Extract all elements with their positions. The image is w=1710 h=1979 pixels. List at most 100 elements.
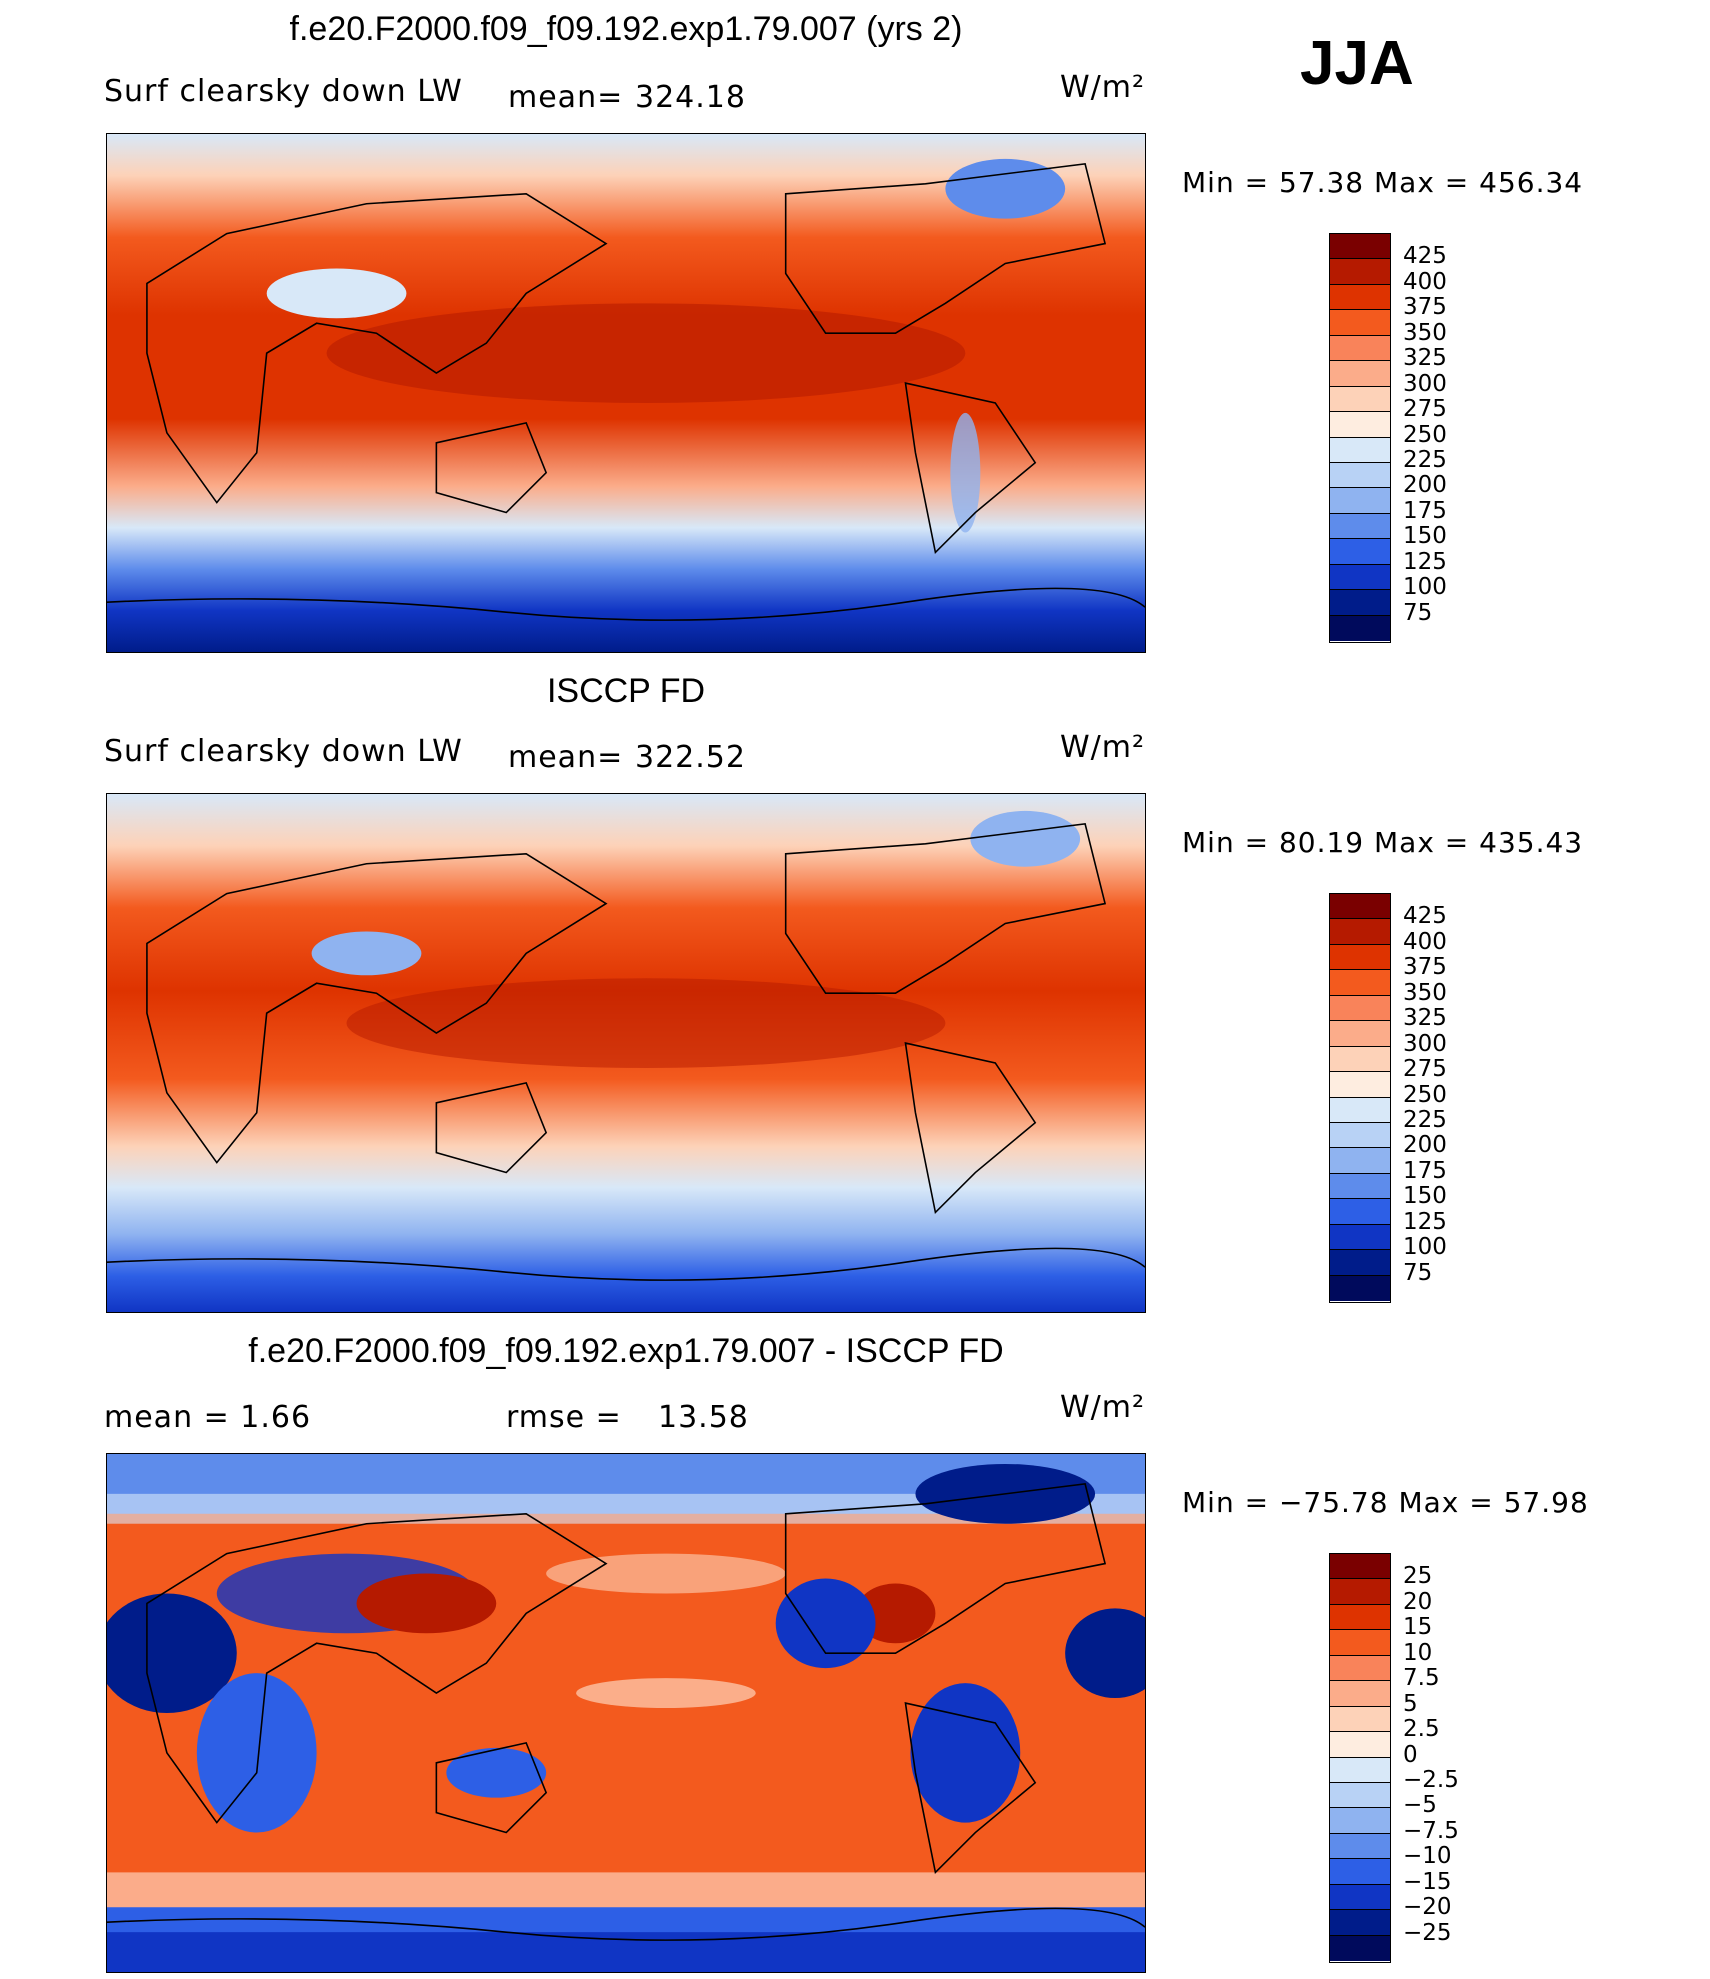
colorbar-level-label: 300 [1403, 370, 1447, 397]
colorbar-swatch [1330, 590, 1390, 616]
colorbar-swatch [1330, 386, 1390, 413]
colorbar-swatch [1330, 1706, 1390, 1733]
colorbar-level-label: 150 [1403, 1183, 1447, 1210]
colorbar-swatch [1330, 1910, 1390, 1936]
season-label: JJA [1300, 29, 1414, 98]
panel2-colorbar [1329, 893, 1391, 1303]
colorbar-level-label: −20 [1403, 1894, 1452, 1921]
colorbar-level-label: 200 [1403, 1132, 1447, 1159]
panel2-mean-value: 322.52 [635, 740, 746, 775]
colorbar-level-label: 150 [1403, 523, 1447, 550]
colorbar-swatch [1330, 1021, 1390, 1047]
colorbar-swatch [1330, 488, 1390, 514]
colorbar-level-label: 200 [1403, 472, 1447, 499]
colorbar-level-label: 375 [1403, 954, 1447, 981]
colorbar-level-label: 225 [1403, 1106, 1447, 1133]
colorbar-swatch [1330, 1250, 1390, 1276]
colorbar-level-label: 425 [1403, 903, 1447, 930]
panel2-min-max: Min = 80.19 Max = 435.43 [1182, 826, 1584, 859]
colorbar-level-label: −7.5 [1403, 1817, 1459, 1844]
panel3-min-max: Min = −75.78 Max = 57.98 [1182, 1486, 1589, 1519]
colorbar-swatch [1330, 1046, 1390, 1073]
colorbar-swatch [1330, 259, 1390, 285]
colorbar-level-label: 15 [1403, 1614, 1433, 1641]
colorbar-swatch [1330, 1173, 1390, 1200]
colorbar-level-label: 325 [1403, 345, 1447, 372]
colorbar-level-label: 275 [1403, 396, 1447, 423]
colorbar-level-label: 350 [1403, 319, 1447, 346]
colorbar-swatch [1330, 1199, 1390, 1225]
colorbar-swatch [1330, 894, 1390, 920]
panel3-colorbar [1329, 1553, 1391, 1963]
panel1-colorbar [1329, 233, 1391, 643]
colorbar-swatch [1330, 615, 1390, 641]
colorbar-level-label: 275 [1403, 1056, 1447, 1083]
colorbar-swatch [1330, 1935, 1390, 1961]
colorbar-level-label: 400 [1403, 928, 1447, 955]
colorbar-level-label: −15 [1403, 1868, 1452, 1895]
panel2-variable-label: Surf clearsky down LW [104, 734, 463, 769]
panel1-min-max: Min = 57.38 Max = 456.34 [1182, 166, 1584, 199]
colorbar-swatch [1330, 1275, 1390, 1301]
colorbar-swatch [1330, 1681, 1390, 1707]
colorbar-swatch [1330, 1655, 1390, 1682]
colorbar-swatch [1330, 361, 1390, 387]
colorbar-swatch [1330, 513, 1390, 540]
colorbar-swatch [1330, 1122, 1390, 1149]
colorbar-level-label: 5 [1403, 1690, 1418, 1717]
colorbar-level-label: 25 [1403, 1563, 1433, 1590]
panel1-variable-label: Surf clearsky down LW [104, 74, 463, 109]
panel2-mean-label: mean= [508, 740, 624, 775]
colorbar-swatch [1330, 1859, 1390, 1885]
panel1-units: W/m² [1060, 70, 1146, 105]
colorbar-level-label: 7.5 [1403, 1665, 1440, 1692]
colorbar-swatch [1330, 1072, 1390, 1098]
panel1-title: f.e20.F2000.f09_f09.192.exp1.79.007 (yrs… [289, 10, 963, 48]
colorbar-swatch [1330, 1224, 1390, 1251]
panel1-map [106, 133, 1146, 653]
panel3-map [106, 1453, 1146, 1973]
colorbar-level-label: 175 [1403, 497, 1447, 524]
colorbar-swatch [1330, 995, 1390, 1022]
colorbar-swatch [1330, 234, 1390, 260]
colorbar-level-label: 250 [1403, 1081, 1447, 1108]
panel3-rmse-value: 13.58 [658, 1400, 749, 1435]
colorbar-swatch [1330, 1097, 1390, 1123]
colorbar-swatch [1330, 1630, 1390, 1656]
colorbar-swatch [1330, 437, 1390, 463]
colorbar-swatch [1330, 1833, 1390, 1860]
colorbar-level-label: 100 [1403, 574, 1447, 601]
panel2-map [106, 793, 1146, 1313]
colorbar-level-label: −2.5 [1403, 1766, 1459, 1793]
colorbar-swatch [1330, 564, 1390, 591]
colorbar-level-label: 225 [1403, 446, 1447, 473]
colorbar-level-label: 325 [1403, 1005, 1447, 1032]
colorbar-swatch [1330, 539, 1390, 565]
colorbar-level-label: −10 [1403, 1843, 1452, 1870]
colorbar-swatch [1330, 1579, 1390, 1605]
colorbar-swatch [1330, 1757, 1390, 1783]
colorbar-level-label: 375 [1403, 294, 1447, 321]
colorbar-level-label: 10 [1403, 1639, 1433, 1666]
colorbar-swatch [1330, 335, 1390, 362]
colorbar-level-label: 300 [1403, 1030, 1447, 1057]
panel1-mean-label: mean= [508, 80, 624, 115]
world-map-icon-1 [107, 134, 1145, 652]
colorbar-swatch [1330, 462, 1390, 489]
colorbar-level-label: 250 [1403, 421, 1447, 448]
colorbar-level-label: −5 [1403, 1792, 1437, 1819]
colorbar-swatch [1330, 284, 1390, 311]
colorbar-swatch [1330, 1808, 1390, 1834]
colorbar-swatch [1330, 1884, 1390, 1911]
colorbar-swatch [1330, 1782, 1390, 1809]
colorbar-level-label: 425 [1403, 243, 1447, 270]
colorbar-level-label: 0 [1403, 1741, 1418, 1768]
panel3-rmse-label: rmse = [506, 1400, 622, 1435]
colorbar-swatch [1330, 1148, 1390, 1174]
colorbar-level-label: 400 [1403, 268, 1447, 295]
colorbar-swatch [1330, 970, 1390, 996]
world-map-icon-3 [107, 1454, 1145, 1972]
colorbar-swatch [1330, 310, 1390, 336]
colorbar-level-label: 2.5 [1403, 1716, 1440, 1743]
panel3-title: f.e20.F2000.f09_f09.192.exp1.79.007 - IS… [248, 1332, 1004, 1370]
